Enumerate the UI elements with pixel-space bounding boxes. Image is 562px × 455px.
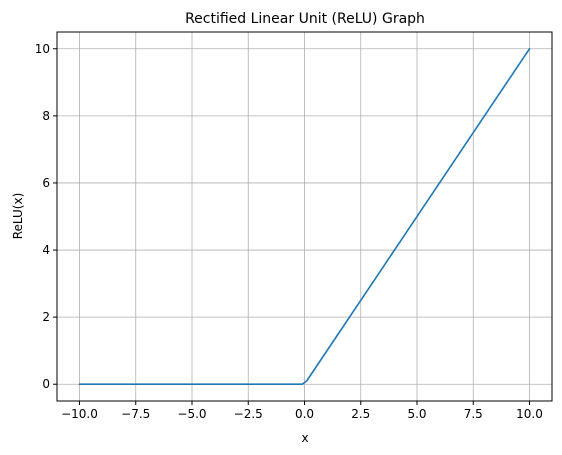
y-tick-label: 10 — [35, 42, 50, 56]
relu-line — [78, 47, 531, 386]
ticks: −10.0 −7.5 −5.0 −2.5 0.0 2.5 5.0 7.5 10.0 0 2 4 6 8 10 — [35, 42, 543, 421]
x-axis-label: x — [301, 431, 308, 445]
y-tick-label: 4 — [42, 243, 50, 257]
y-tick-label: 2 — [42, 310, 50, 324]
chart-title: Rectified Linear Unit (ReLU) Graph — [185, 11, 425, 27]
y-tick-label: 6 — [42, 176, 50, 190]
x-tick-label: −10.0 — [61, 407, 98, 421]
y-tick-label: 8 — [42, 109, 50, 123]
x-tick-label: 7.5 — [464, 407, 483, 421]
x-tick-label: 2.5 — [351, 407, 370, 421]
y-axis-label: ReLU(x) — [11, 193, 25, 240]
x-tick-label: 10.0 — [516, 407, 543, 421]
x-tick-label: 5.0 — [407, 407, 426, 421]
x-tick-label: −7.5 — [121, 407, 150, 421]
series-group — [78, 47, 531, 386]
x-tick-label: −2.5 — [234, 407, 263, 421]
x-tick-label: 0.0 — [295, 407, 314, 421]
y-tick-label: 0 — [42, 377, 50, 391]
grid — [57, 32, 552, 401]
x-tick-label: −5.0 — [177, 407, 206, 421]
